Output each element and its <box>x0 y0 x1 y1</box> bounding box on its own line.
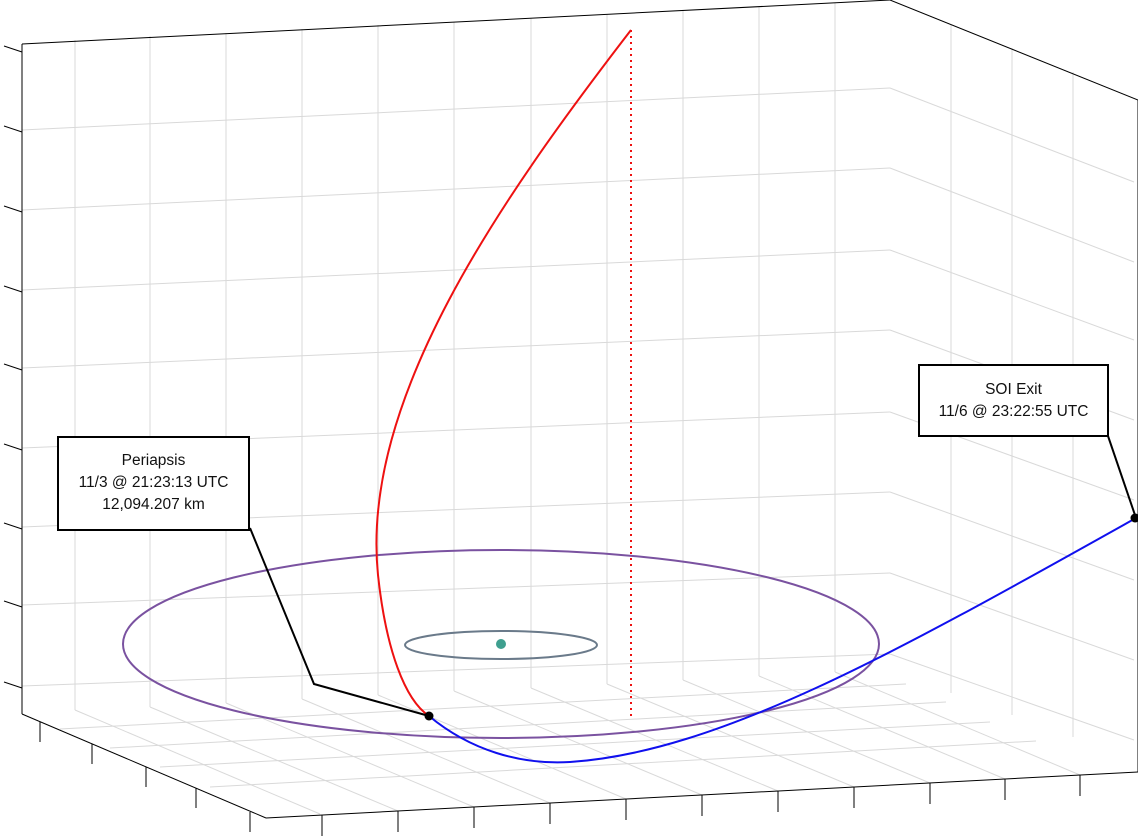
inner-orbit-ellipse <box>404 630 598 660</box>
periapsis-callout: Periapsis 11/3 @ 21:23:13 UTC 12,094.207… <box>57 436 250 531</box>
soi-exit-callout: SOI Exit 11/6 @ 23:22:55 UTC <box>918 364 1109 437</box>
periapsis-marker <box>424 711 434 721</box>
soi-exit-marker <box>1130 513 1138 523</box>
central-body <box>496 639 506 649</box>
periapsis-time: 11/3 @ 21:23:13 UTC <box>78 474 229 491</box>
approach-trajectory <box>375 29 632 717</box>
soi-exit-leader-line <box>1107 435 1137 519</box>
y-axis-ticks <box>39 722 251 832</box>
soi-exit-time: 11/6 @ 23:22:55 UTC <box>938 403 1089 420</box>
x-axis-ticks <box>321 775 1081 836</box>
periapsis-altitude: 12,094.207 km <box>102 496 205 513</box>
soi-exit-title: SOI Exit <box>985 381 1042 398</box>
z-axis-ticks <box>3 45 23 689</box>
periapsis-leader-line <box>249 527 430 717</box>
back-wall-left-grid <box>21 3 891 710</box>
moon-orbit-ellipse <box>122 549 880 739</box>
floor-grid <box>59 671 1081 815</box>
periapsis-title: Periapsis <box>121 452 186 469</box>
departure-trajectory <box>428 517 1137 764</box>
